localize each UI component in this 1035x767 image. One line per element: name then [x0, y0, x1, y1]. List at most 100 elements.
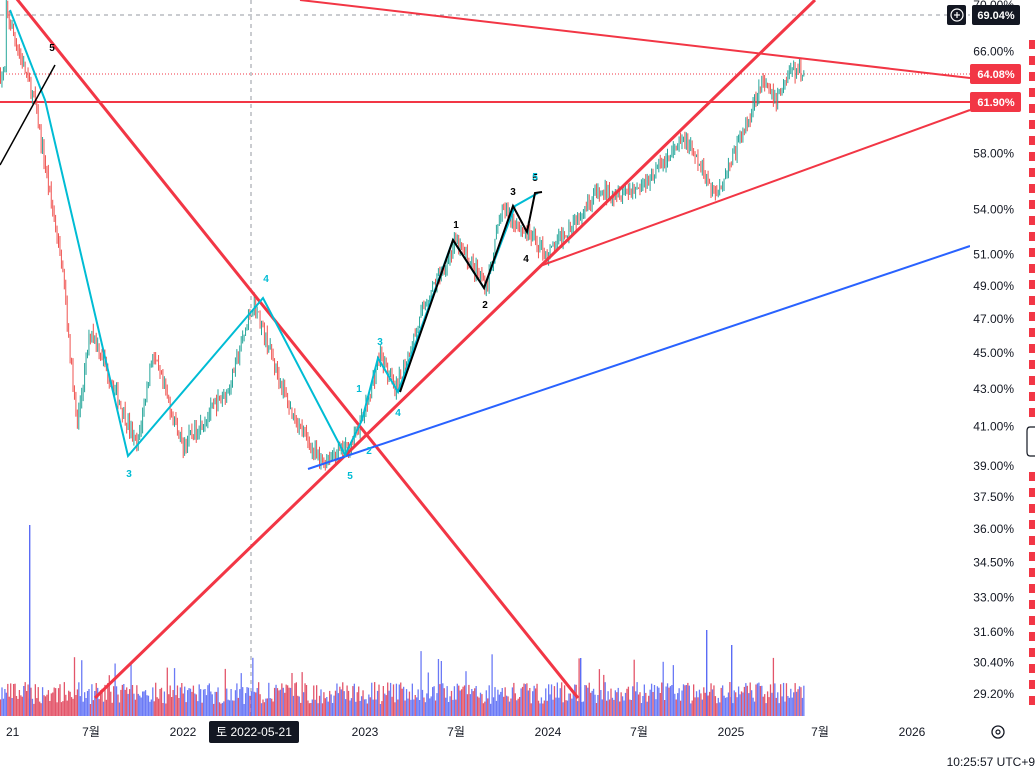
gear-icon[interactable]	[991, 725, 1005, 739]
time-tick-label: 21	[6, 725, 20, 739]
volume-bar	[223, 701, 225, 716]
volume-bar	[636, 682, 638, 716]
volume-bar	[710, 683, 712, 716]
volume-bar	[230, 689, 232, 716]
edge-marker	[1029, 40, 1035, 49]
volume-bar	[282, 687, 284, 716]
volume-bar	[23, 686, 25, 716]
volume-bar	[8, 696, 10, 716]
volume-bar	[526, 683, 528, 716]
volume-bar	[302, 692, 305, 716]
volume-bar	[671, 685, 673, 716]
time-axis[interactable]: 21 7월 2022 2023 7월 2024 7월 2025 7월 2026	[0, 718, 1035, 767]
volume-bar	[363, 699, 366, 716]
level-price-badge: 61.90%	[970, 92, 1021, 112]
volume-bar	[449, 696, 451, 716]
volume-bar	[279, 689, 282, 716]
volume-bar	[205, 695, 208, 716]
volume-bar	[453, 686, 456, 716]
scroll-button[interactable]	[1026, 426, 1035, 457]
add-alert-icon[interactable]	[950, 8, 964, 22]
price-axis[interactable]: 70.00%66.00%58.00%54.00%51.00%49.00%47.0…	[970, 0, 1035, 718]
volume-bar	[621, 696, 624, 716]
volume-bar	[94, 691, 96, 716]
volume-bar	[120, 689, 122, 716]
volume-bar	[607, 691, 609, 716]
volume-bar	[89, 704, 92, 716]
volume-bar	[173, 668, 176, 716]
volume-bar	[765, 703, 767, 716]
volume-bar	[571, 698, 573, 716]
volume-bar	[782, 682, 785, 716]
volume-bar	[68, 690, 70, 716]
volume-bar	[465, 671, 467, 716]
volume-bar	[516, 700, 518, 716]
volume-bar	[771, 692, 773, 716]
volume-bar	[221, 702, 224, 716]
volume-bar	[59, 684, 61, 716]
volume-bar	[761, 685, 763, 716]
price-tick-label: 29.20%	[973, 687, 1014, 701]
volume-bar	[369, 697, 371, 716]
volume-bar	[204, 689, 206, 716]
long-term-support-line[interactable]	[307, 245, 971, 470]
volume-bar	[189, 688, 192, 716]
volume-bar	[413, 699, 415, 716]
volume-bar	[558, 697, 560, 716]
upper-resistance-line[interactable]	[299, 0, 971, 79]
lower-support-line[interactable]	[539, 109, 971, 267]
ascending-channel-line[interactable]	[93, 0, 817, 700]
volume-bar	[569, 693, 572, 716]
volume-bar	[291, 673, 293, 716]
volume-bar	[331, 703, 334, 716]
edge-marker	[1029, 312, 1035, 321]
volume-bar	[215, 691, 218, 716]
volume-bar	[294, 683, 296, 716]
volume-bar	[240, 673, 242, 716]
level-price-label: 61.90%	[977, 97, 1015, 109]
volume-bar	[350, 698, 353, 716]
volume-bar	[29, 525, 31, 716]
volume-bar	[128, 689, 131, 716]
volume-bar	[124, 689, 126, 716]
descending-trendline[interactable]	[0, 0, 580, 699]
volume-bar	[597, 695, 599, 716]
volume-bar	[108, 675, 110, 716]
volume-bar	[339, 686, 341, 716]
volume-bar	[720, 687, 722, 716]
black-elliott-wave-path[interactable]	[399, 191, 543, 393]
volume-bar	[539, 703, 541, 716]
volume-bar	[288, 687, 290, 716]
volume-bar	[798, 686, 801, 716]
volume-bar	[588, 682, 590, 716]
volume-bar	[358, 686, 360, 716]
edge-marker	[1029, 328, 1035, 337]
volume-bar	[507, 696, 509, 716]
volume-bar	[394, 702, 396, 716]
black-wave-leg[interactable]	[0, 64, 56, 166]
volume-bar	[630, 700, 632, 716]
volume-bar	[178, 698, 180, 716]
volume-bar	[755, 684, 757, 716]
volume-bar	[461, 689, 463, 716]
volume-bar	[764, 694, 766, 716]
volume-bar	[693, 684, 695, 716]
volume-bar	[405, 689, 408, 716]
volume-bar	[751, 690, 753, 716]
volume-bar	[434, 700, 437, 716]
edge-marker	[1029, 648, 1035, 657]
price-tick-label: 54.00%	[973, 203, 1014, 217]
volume-bar	[521, 686, 524, 716]
volume-bar	[258, 682, 260, 716]
volume-bar	[44, 696, 47, 716]
volume-bar	[233, 700, 235, 716]
volume-bar	[285, 684, 287, 716]
volume-bar	[353, 683, 355, 716]
volume-bar	[416, 697, 418, 716]
edge-marker	[1029, 680, 1035, 689]
volume-bar	[188, 688, 190, 716]
volume-bar	[214, 691, 216, 716]
volume-bar	[276, 688, 279, 716]
volume-bar	[152, 687, 154, 716]
